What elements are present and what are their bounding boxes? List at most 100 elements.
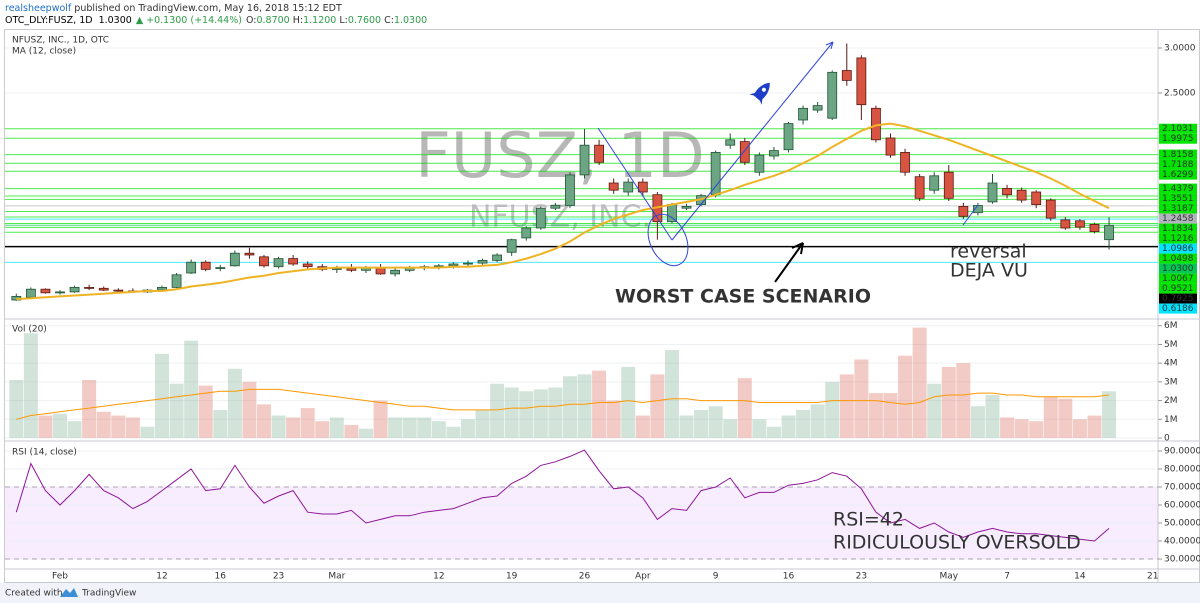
y-tick-label: 80.0000	[1164, 465, 1200, 475]
volume-bar	[111, 415, 126, 438]
ma-line	[16, 122, 1110, 301]
annotation: reversal	[950, 241, 1027, 263]
volume-bar	[315, 421, 330, 438]
level-label: 1.0986	[1162, 244, 1194, 254]
level-label-bg	[1159, 273, 1197, 284]
volume-bar	[737, 378, 752, 438]
candle-body	[841, 70, 852, 81]
volume-bar	[796, 409, 811, 438]
level-label: 1.3551	[1162, 194, 1194, 204]
y-tick-label: 0	[1164, 434, 1170, 444]
candle-body	[754, 154, 765, 173]
volume-bar	[490, 383, 505, 438]
drawings	[597, 41, 979, 283]
arrow-head	[825, 41, 834, 50]
y-tick-label: 4M	[1164, 359, 1178, 369]
volume-bar	[358, 428, 373, 438]
rocket-window	[761, 87, 766, 92]
volume-bar	[504, 387, 519, 438]
level-label: 1.2458	[1162, 214, 1194, 224]
level-label-bg	[1159, 303, 1197, 314]
level-label: 2.1031	[1162, 124, 1194, 134]
watermark: FUSZ, 1D	[415, 119, 704, 192]
trend-line	[597, 127, 673, 241]
volume-bar	[213, 409, 228, 438]
volume-ma-line	[16, 388, 1110, 420]
candle-body	[448, 263, 459, 267]
level-label-bg	[1159, 123, 1197, 134]
candle-body	[608, 182, 619, 191]
volume-bar	[67, 421, 82, 438]
rsi-line	[15, 449, 1110, 542]
volume-bar	[664, 350, 679, 438]
volume-bar	[82, 380, 97, 438]
candle-body	[229, 252, 240, 267]
x-tick-label: 26	[579, 572, 591, 582]
candle-body	[492, 254, 503, 261]
volume-bar	[344, 424, 359, 438]
volume-bar	[475, 409, 490, 438]
volume-bar	[577, 374, 592, 438]
quote-line: OTC_DLY:FUSZ, 1D 1.0300 ▲ +0.1300 (+14.44%…	[5, 15, 427, 26]
annotation: RIDICULOUSLY OVERSOLD	[833, 532, 1081, 554]
x-tick-label: 16	[215, 572, 227, 582]
level-label: 1.8158	[1162, 150, 1194, 160]
candle-body	[594, 144, 604, 163]
ohlc-value: 0.7600	[348, 15, 381, 26]
volume-bar	[635, 415, 650, 438]
candle-body	[783, 123, 794, 151]
candle-body	[1104, 224, 1114, 241]
brand-name[interactable]: TradingView	[81, 589, 136, 599]
level-label-bg	[1159, 263, 1197, 274]
volume-bar	[373, 400, 388, 438]
x-tick-label: Mar	[328, 572, 345, 582]
level-label: 1.0300	[1162, 264, 1194, 274]
volume-bar	[854, 359, 869, 438]
x-tick-label: 7	[1004, 572, 1010, 582]
x-tick-label: 23	[273, 572, 284, 582]
candle-body	[390, 269, 401, 275]
ohlc-key: C:	[384, 15, 394, 26]
y-tick-label: 1M	[1164, 415, 1178, 425]
trend-line	[671, 41, 834, 241]
candle-body	[521, 227, 532, 239]
ohlc-value: 1.0300	[394, 15, 427, 26]
volume-bar	[912, 327, 927, 438]
candle-body	[565, 174, 575, 206]
candle-body	[215, 267, 226, 270]
volume-bar	[1014, 419, 1029, 438]
volume-bar	[839, 374, 854, 438]
candle-body	[769, 150, 779, 157]
volume-bar	[256, 404, 271, 438]
level-label: 1.0498	[1162, 254, 1194, 264]
highlight-ellipse	[647, 213, 689, 267]
volume-bar	[723, 419, 738, 438]
candle-body	[856, 57, 867, 106]
x-tick-label: 9	[713, 572, 719, 582]
change: ▲ +0.1300 (+14.44%)	[136, 15, 242, 26]
level-label-bg	[1159, 169, 1197, 180]
x-tick-label: 21	[1147, 572, 1158, 582]
volume-bar	[431, 421, 446, 438]
y-tick-label: 3.0000	[1164, 44, 1196, 54]
frame	[4, 29, 1200, 583]
author[interactable]: realsheepwolf	[5, 3, 72, 14]
candle-body	[798, 107, 808, 121]
x-tick-label: 16	[783, 572, 795, 582]
candle-body	[506, 239, 517, 253]
rocket-body	[753, 82, 770, 101]
ohlc-value: 1.1200	[303, 15, 336, 26]
candle-body	[710, 151, 721, 196]
volume-bar	[592, 370, 607, 438]
volume-bar	[562, 376, 577, 438]
header-line: realsheepwolf published on TradingView.c…	[5, 3, 342, 14]
footer-text: Created with	[5, 589, 63, 599]
candle-body	[69, 286, 80, 293]
level-label: 1.1834	[1162, 224, 1194, 234]
candle-body	[302, 263, 313, 268]
volume-bar	[329, 417, 344, 438]
volume-bar	[1043, 396, 1058, 438]
volume-bar	[1087, 415, 1102, 438]
candle-body	[200, 261, 211, 270]
